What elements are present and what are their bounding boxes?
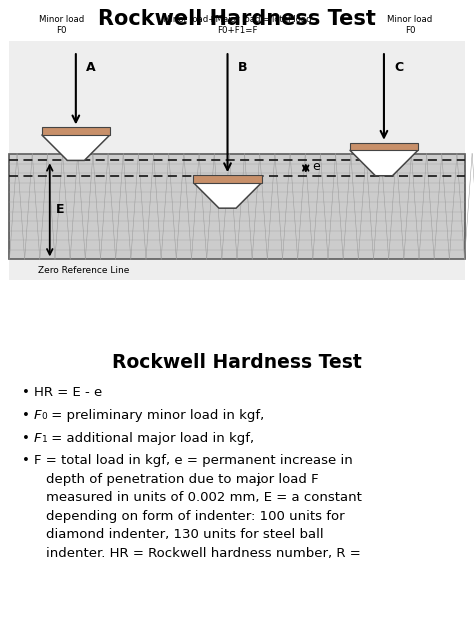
- Text: F = total load in kgf, e = permanent increase in: F = total load in kgf, e = permanent inc…: [34, 454, 353, 467]
- Text: •: •: [22, 454, 30, 467]
- Polygon shape: [350, 150, 418, 176]
- Bar: [350, 143, 418, 150]
- Text: A: A: [86, 61, 96, 75]
- Text: Minor load+Major load =Total load
F0+F1=F: Minor load+Major load =Total load F0+F1=…: [163, 15, 311, 35]
- Text: depending on form of indenter: 100 units for: depending on form of indenter: 100 units…: [46, 509, 345, 523]
- Bar: [193, 175, 262, 183]
- Text: diamond indenter, 130 units for steel ball: diamond indenter, 130 units for steel ba…: [46, 528, 324, 541]
- Polygon shape: [42, 135, 110, 161]
- Text: Minor load
F0: Minor load F0: [39, 15, 84, 35]
- Text: = preliminary minor load in kgf,: = preliminary minor load in kgf,: [47, 409, 264, 422]
- Text: •: •: [22, 432, 30, 444]
- Text: F: F: [34, 409, 42, 422]
- Bar: [9, 154, 465, 259]
- Bar: [42, 127, 110, 135]
- Text: Minor load
F0: Minor load F0: [387, 15, 433, 35]
- Polygon shape: [193, 183, 262, 208]
- Text: indenter. HR = Rockwell hardness number, R =: indenter. HR = Rockwell hardness number,…: [46, 547, 361, 560]
- Text: Zero Reference Line: Zero Reference Line: [38, 265, 129, 274]
- Text: depth of penetration due to major load F: depth of penetration due to major load F: [46, 473, 319, 485]
- Text: 1: 1: [255, 476, 261, 485]
- Text: •: •: [22, 409, 30, 422]
- Text: 1: 1: [42, 435, 47, 444]
- Text: Rockwell Hardness Test: Rockwell Hardness Test: [98, 8, 376, 28]
- FancyBboxPatch shape: [9, 41, 465, 280]
- Text: Rockwell Hardness Test: Rockwell Hardness Test: [112, 353, 362, 372]
- Text: C: C: [394, 61, 403, 75]
- Text: E: E: [56, 204, 64, 216]
- Text: e: e: [312, 160, 319, 173]
- Text: B: B: [238, 61, 247, 75]
- Text: F: F: [34, 432, 42, 444]
- Text: measured in units of 0.002 mm, E = a constant: measured in units of 0.002 mm, E = a con…: [46, 491, 362, 504]
- Text: HR = E - e: HR = E - e: [34, 386, 102, 399]
- Text: 0: 0: [42, 412, 47, 421]
- Text: •: •: [22, 386, 30, 399]
- Text: = additional major load in kgf,: = additional major load in kgf,: [47, 432, 254, 444]
